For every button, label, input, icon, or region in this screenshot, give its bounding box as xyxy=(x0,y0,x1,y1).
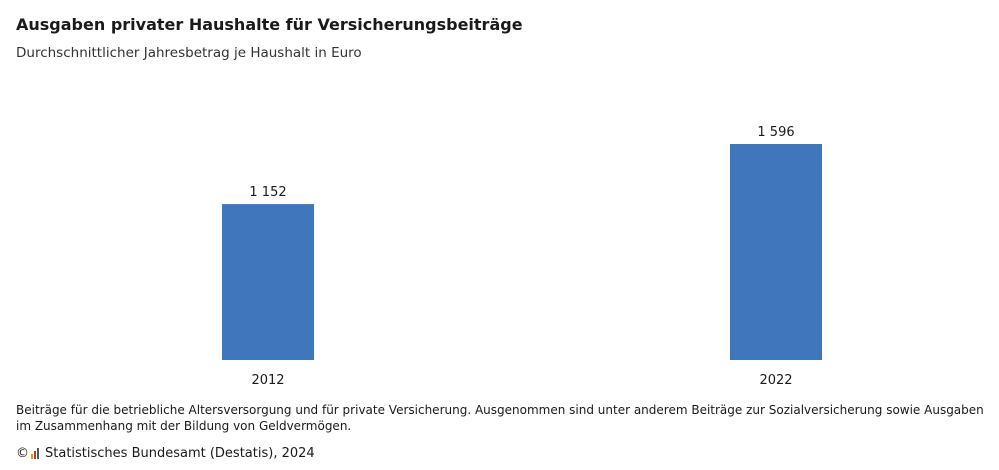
bar-2012 xyxy=(222,204,314,360)
destatis-bar-1 xyxy=(31,454,33,459)
data-label-2012: 1 152 xyxy=(249,185,286,200)
source-text: Statistisches Bundesamt (Destatis), 2024 xyxy=(45,446,315,461)
data-label-2022: 1 596 xyxy=(757,125,794,140)
x-tick-label-2012: 2012 xyxy=(251,373,284,388)
bar-2022 xyxy=(730,144,822,360)
bar-chart: 1 152 2012 1 596 2022 xyxy=(222,125,822,388)
chart-title: Ausgaben privater Haushalte für Versiche… xyxy=(16,15,523,34)
x-tick-label-2022: 2022 xyxy=(759,373,792,388)
copyright-symbol: © xyxy=(16,446,29,461)
destatis-bar-2 xyxy=(34,451,36,459)
source-line: © Statistisches Bundesamt (Destatis), 20… xyxy=(16,446,315,461)
footnote: Beiträge für die betriebliche Altersvers… xyxy=(16,403,984,433)
chart-subtitle: Durchschnittlicher Jahresbetrag je Haush… xyxy=(16,45,362,61)
destatis-bar-3 xyxy=(37,448,39,459)
destatis-bars-icon xyxy=(31,448,39,459)
